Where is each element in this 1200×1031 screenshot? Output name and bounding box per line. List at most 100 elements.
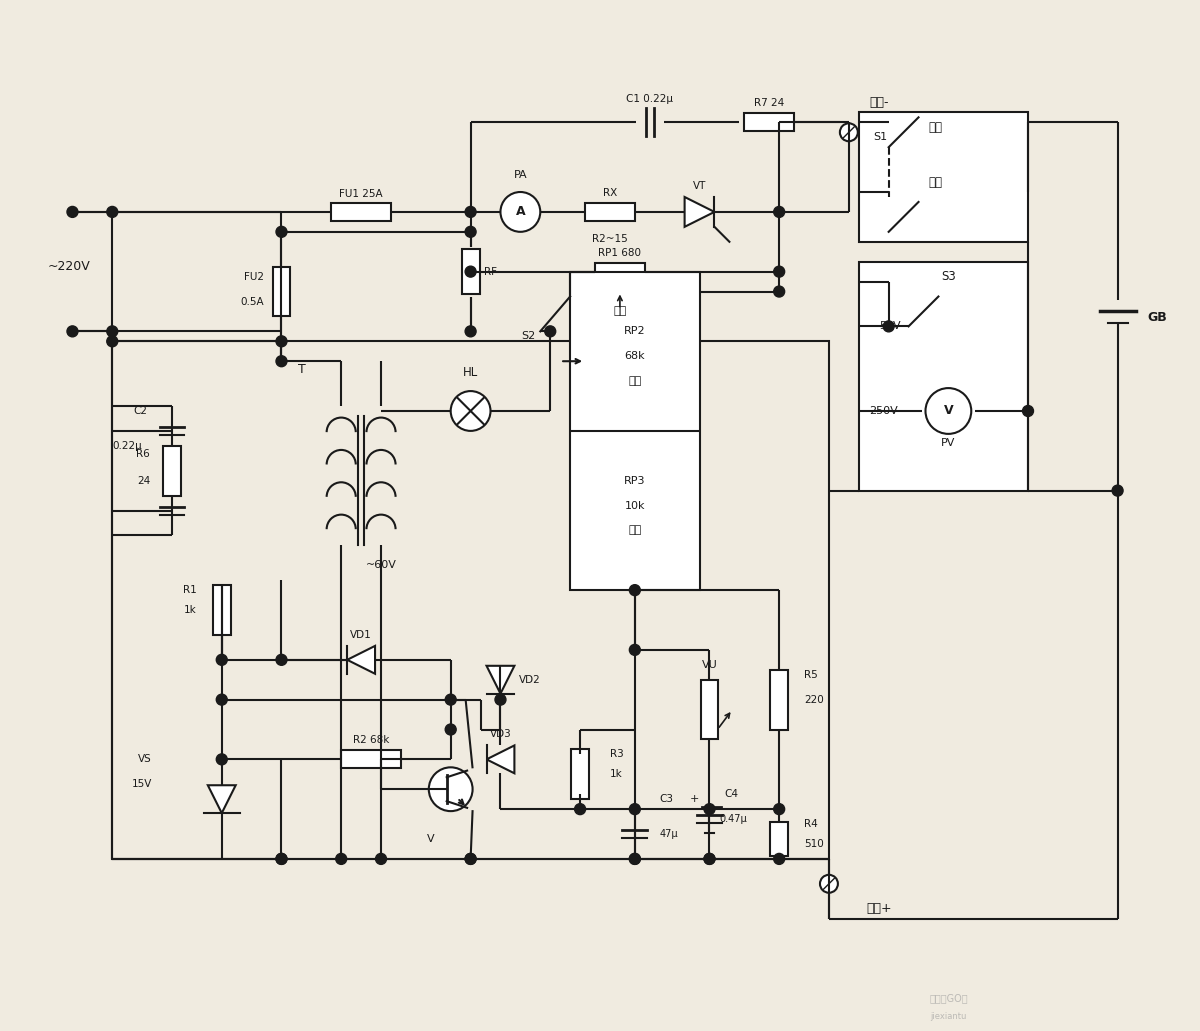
Circle shape (67, 206, 78, 218)
Text: 充电: 充电 (929, 175, 942, 189)
Circle shape (545, 326, 556, 337)
Circle shape (629, 854, 641, 864)
Circle shape (216, 754, 227, 765)
Circle shape (704, 803, 715, 814)
Circle shape (445, 724, 456, 735)
Text: VD1: VD1 (350, 630, 372, 640)
Polygon shape (486, 745, 515, 773)
Circle shape (774, 803, 785, 814)
Circle shape (107, 336, 118, 346)
Text: C1 0.22μ: C1 0.22μ (626, 95, 673, 104)
Circle shape (575, 803, 586, 814)
Text: 50V: 50V (878, 322, 900, 331)
Circle shape (376, 854, 386, 864)
Circle shape (466, 326, 476, 337)
Polygon shape (208, 786, 235, 813)
Circle shape (774, 206, 785, 218)
Text: V: V (427, 834, 434, 844)
Bar (744, 113, 794, 131)
Text: jiexiantu: jiexiantu (930, 1011, 966, 1021)
Text: R7 24: R7 24 (754, 98, 785, 108)
Circle shape (466, 206, 476, 218)
Text: 1k: 1k (610, 769, 623, 779)
Circle shape (216, 694, 227, 705)
Text: ~60V: ~60V (366, 560, 396, 570)
Circle shape (883, 321, 894, 332)
Bar (701, 679, 719, 739)
Text: 68k: 68k (624, 352, 646, 361)
Text: RP2: RP2 (624, 327, 646, 336)
Text: ~220V: ~220V (48, 260, 90, 273)
Text: R3: R3 (610, 750, 624, 760)
Circle shape (820, 875, 838, 893)
Circle shape (925, 388, 971, 434)
Circle shape (276, 655, 287, 665)
Circle shape (629, 854, 641, 864)
Text: 0.5A: 0.5A (240, 297, 264, 306)
Text: 技找图GO网: 技找图GO网 (929, 993, 967, 1003)
Bar (770, 822, 788, 857)
Circle shape (704, 854, 715, 864)
Bar (272, 267, 290, 317)
Circle shape (216, 655, 227, 665)
Text: S2: S2 (521, 331, 535, 341)
Bar (859, 262, 1028, 491)
Circle shape (466, 854, 476, 864)
Bar (331, 203, 391, 221)
Text: R4: R4 (804, 819, 818, 829)
Text: FU2: FU2 (244, 271, 264, 281)
Text: 放电: 放电 (929, 121, 942, 134)
Bar (586, 203, 635, 221)
Text: R1: R1 (184, 586, 197, 595)
Text: C2: C2 (133, 406, 148, 415)
Polygon shape (347, 645, 376, 674)
Bar (770, 670, 788, 730)
Text: 47μ: 47μ (660, 829, 678, 839)
Text: 粗调: 粗调 (629, 376, 642, 387)
Text: VS: VS (138, 755, 152, 764)
Circle shape (276, 356, 287, 367)
Text: C4: C4 (725, 789, 738, 799)
Text: 限流: 限流 (613, 306, 626, 317)
Circle shape (466, 266, 476, 277)
Circle shape (67, 326, 78, 337)
Text: 输出-: 输出- (869, 96, 888, 109)
Polygon shape (486, 666, 515, 694)
Circle shape (466, 854, 476, 864)
Text: 细调: 细调 (629, 526, 642, 535)
Text: T: T (298, 363, 305, 376)
Circle shape (629, 644, 641, 656)
Circle shape (494, 694, 506, 705)
Text: S3: S3 (941, 270, 955, 284)
Bar (570, 271, 700, 590)
Circle shape (704, 854, 715, 864)
Text: RP1 680: RP1 680 (599, 247, 642, 258)
Text: RX: RX (602, 188, 617, 198)
Text: 1k: 1k (184, 605, 197, 616)
Text: R2~15: R2~15 (592, 234, 628, 243)
Text: RP3: RP3 (624, 475, 646, 486)
Circle shape (1022, 405, 1033, 417)
Text: R6: R6 (137, 448, 150, 459)
Text: R2 68k: R2 68k (353, 735, 389, 745)
Circle shape (774, 266, 785, 277)
Circle shape (107, 206, 118, 218)
Text: 输出+: 输出+ (866, 902, 892, 916)
Circle shape (445, 694, 456, 705)
Bar (595, 263, 644, 280)
Text: A: A (516, 205, 526, 219)
Bar (341, 751, 401, 768)
Text: HL: HL (463, 366, 479, 379)
Circle shape (428, 767, 473, 811)
Circle shape (774, 286, 785, 297)
Text: VU: VU (702, 660, 718, 670)
Text: 24: 24 (137, 475, 150, 486)
Circle shape (1112, 486, 1123, 496)
Bar (571, 750, 589, 799)
Text: VD3: VD3 (490, 730, 511, 739)
Circle shape (840, 124, 858, 141)
Text: FU1 25A: FU1 25A (340, 189, 383, 199)
Bar (462, 250, 480, 294)
Text: VD2: VD2 (520, 674, 541, 685)
Circle shape (336, 854, 347, 864)
